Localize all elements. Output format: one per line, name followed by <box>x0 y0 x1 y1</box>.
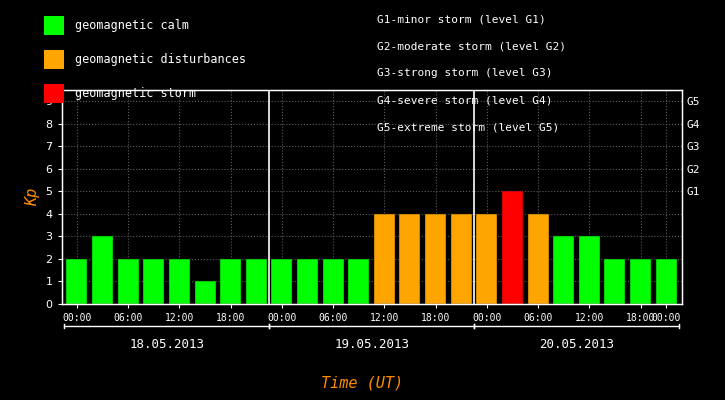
Bar <box>605 259 626 304</box>
Bar <box>374 214 395 304</box>
Text: G5-extreme storm (level G5): G5-extreme storm (level G5) <box>377 123 559 133</box>
Bar <box>425 214 446 304</box>
Bar <box>451 214 472 304</box>
Text: geomagnetic calm: geomagnetic calm <box>75 19 188 32</box>
Bar <box>67 259 88 304</box>
Bar <box>144 259 165 304</box>
Bar <box>579 236 600 304</box>
Text: geomagnetic disturbances: geomagnetic disturbances <box>75 53 246 66</box>
Bar <box>92 236 113 304</box>
Bar <box>297 259 318 304</box>
Bar <box>117 259 138 304</box>
Text: G2-moderate storm (level G2): G2-moderate storm (level G2) <box>377 41 566 51</box>
Bar <box>630 259 651 304</box>
Text: 18.05.2013: 18.05.2013 <box>129 338 204 350</box>
Text: G1-minor storm (level G1): G1-minor storm (level G1) <box>377 14 546 24</box>
Bar <box>323 259 344 304</box>
Text: G3-strong storm (level G3): G3-strong storm (level G3) <box>377 68 552 78</box>
Text: geomagnetic storm: geomagnetic storm <box>75 87 196 100</box>
Bar <box>194 282 215 304</box>
Bar <box>553 236 574 304</box>
Bar <box>476 214 497 304</box>
Bar <box>655 259 676 304</box>
Text: 20.05.2013: 20.05.2013 <box>539 338 614 350</box>
Bar <box>220 259 241 304</box>
Text: 19.05.2013: 19.05.2013 <box>334 338 409 350</box>
Bar <box>271 259 292 304</box>
Text: Time (UT): Time (UT) <box>321 375 404 390</box>
Bar <box>399 214 420 304</box>
Y-axis label: Kp: Kp <box>25 188 40 206</box>
Bar <box>528 214 549 304</box>
Bar <box>502 191 523 304</box>
Bar <box>169 259 190 304</box>
Text: G4-severe storm (level G4): G4-severe storm (level G4) <box>377 96 552 106</box>
Bar <box>348 259 369 304</box>
Bar <box>246 259 267 304</box>
